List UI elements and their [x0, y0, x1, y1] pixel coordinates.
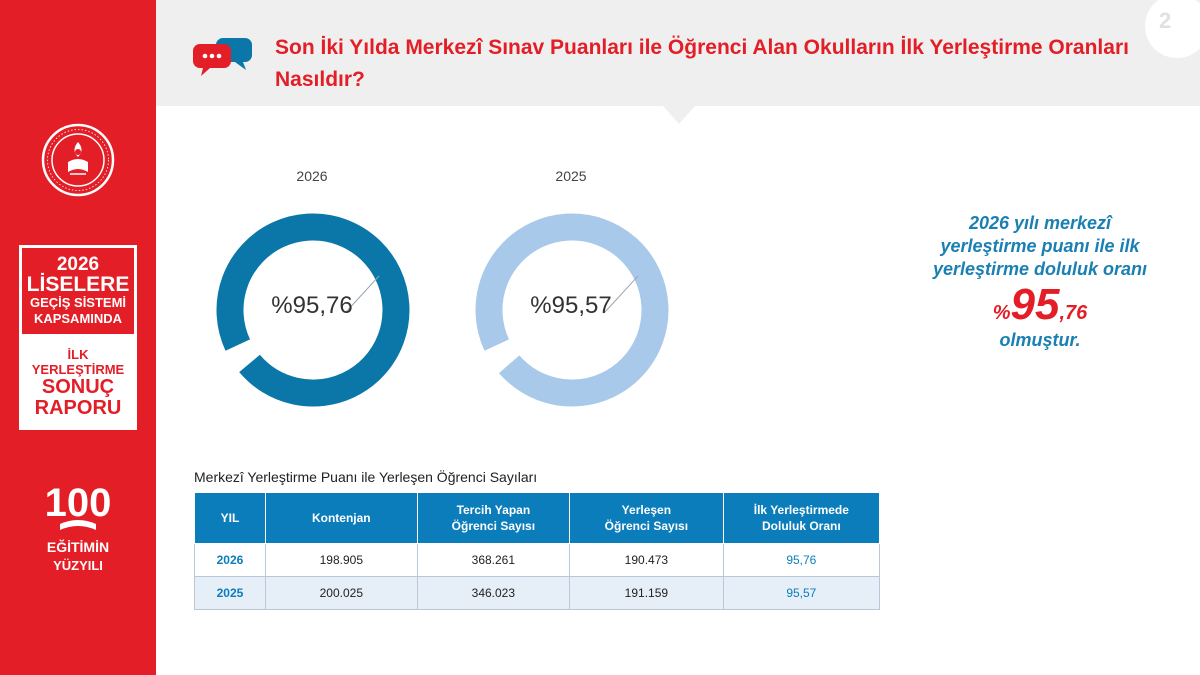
report-line-yerlestirme: YERLEŞTİRME: [31, 362, 125, 377]
donut-2026-svg: [216, 213, 410, 407]
donut-year-label: 2026: [296, 168, 328, 184]
cell-fill-rate: 95,57: [722, 576, 881, 610]
donut-chart-2026: 2026 %95,76: [202, 168, 422, 413]
donut-2025-svg: [475, 213, 669, 407]
egitimin-yuzyili-logo: 100 EĞİTİMİN YÜZYILI: [45, 481, 112, 573]
col-header-placed-line2: Öğrenci Sayısı: [604, 519, 689, 533]
report-badge-bottom: İLK YERLEŞTİRME SONUÇ RAPORU: [19, 337, 137, 430]
callout-line1: 2026 yılı merkezî: [968, 213, 1112, 233]
col-header-quota-text: Kontenjan: [311, 511, 371, 525]
cell-applicants: 346.023: [416, 576, 571, 610]
placement-table: YIL Kontenjan Tercih Yapan Öğrenci Sayısı…: [194, 492, 881, 610]
report-year: 2026: [56, 254, 100, 275]
table-header-row: YIL Kontenjan Tercih Yapan Öğrenci Sayısı…: [194, 492, 881, 544]
callout-value: %95,76: [905, 281, 1175, 329]
page-number: 2: [1159, 8, 1172, 33]
callout-line3: yerleştirme doluluk oranı: [932, 259, 1148, 279]
table-row: 2025 200.025 346.023 191.159 95,57: [194, 576, 881, 610]
col-header-applicants: Tercih Yapan Öğrenci Sayısı: [416, 492, 571, 544]
report-line-liselere: LİSELERE: [26, 273, 130, 296]
cell-placed: 191.159: [569, 576, 724, 610]
report-line-gecis: GEÇİŞ SİSTEMİ: [29, 295, 127, 310]
donut-value-slice: [216, 213, 410, 407]
logo-line2: YÜZYILI: [53, 558, 103, 573]
col-header-fill-rate-line1: İlk Yerleştirmede: [753, 503, 849, 517]
col-header-placed-line1: Yerleşen: [621, 503, 672, 517]
ministry-seal-icon: [41, 123, 115, 197]
callout-value-dec: ,76: [1059, 302, 1088, 324]
callout-line2: yerleştirme puanı ile ilk: [940, 236, 1140, 256]
callout-summary: 2026 yılı merkezî yerleştirme puanı ile …: [905, 212, 1175, 352]
donut-percent-label: %95,57: [530, 292, 612, 319]
donut-chart-2025: 2025 %95,57: [461, 168, 681, 413]
header-notch: [663, 106, 695, 124]
cell-quota: 198.905: [264, 543, 418, 577]
donut-leader-line: [345, 275, 380, 313]
callout-line5: olmuştur.: [999, 330, 1081, 350]
cell-placed: 190.473: [569, 543, 724, 577]
header-band: [156, 0, 1200, 106]
col-header-fill-rate: İlk Yerleştirmede Doluluk Oranı: [722, 492, 881, 544]
sidebar: 2026 LİSELERE GEÇİŞ SİSTEMİ KAPSAMINDA İ…: [0, 0, 156, 675]
page-number-badge: 2: [1145, 0, 1200, 58]
table-row: 2026 198.905 368.261 190.473 95,76: [194, 543, 881, 577]
donut-leader-line: [604, 275, 639, 313]
cell-applicants: 368.261: [416, 543, 571, 577]
col-header-quota: Kontenjan: [264, 492, 418, 544]
donut-year-label: 2025: [555, 168, 587, 184]
report-line-raporu: RAPORU: [34, 397, 122, 419]
col-header-year: YIL: [194, 492, 266, 544]
col-header-placed: Yerleşen Öğrenci Sayısı: [569, 492, 724, 544]
col-header-applicants-line2: Öğrenci Sayısı: [451, 519, 536, 533]
report-line-kapsaminda: KAPSAMINDA: [33, 311, 123, 326]
cell-quota: 200.025: [264, 576, 418, 610]
col-header-year-text: YIL: [220, 511, 240, 525]
cell-fill-rate: 95,76: [722, 543, 881, 577]
cell-year: 2026: [194, 543, 266, 577]
table-title: Merkezî Yerleştirme Puanı ile Yerleşen Ö…: [194, 469, 538, 485]
logo-line1: EĞİTİMİN: [47, 538, 109, 555]
callout-percent-sign: %: [992, 302, 1011, 324]
col-header-applicants-line1: Tercih Yapan: [456, 503, 531, 517]
logo-100-number: 100: [45, 481, 112, 525]
cell-year: 2025: [194, 576, 266, 610]
col-header-fill-rate-line2: Doluluk Oranı: [762, 519, 841, 533]
callout-value-int: 95: [1010, 280, 1060, 329]
donut-value-slice: [475, 213, 669, 407]
donut-percent-label: %95,76: [271, 292, 353, 319]
page-title: Son İki Yılda Merkezî Sınav Puanları ile…: [275, 36, 1129, 91]
chat-bubbles-icon: [193, 38, 252, 76]
report-badge-top: 2026 LİSELERE GEÇİŞ SİSTEMİ KAPSAMINDA: [19, 245, 137, 337]
report-line-sonuc: SONUÇ: [41, 376, 115, 398]
report-line-ilk: İLK: [67, 347, 89, 362]
